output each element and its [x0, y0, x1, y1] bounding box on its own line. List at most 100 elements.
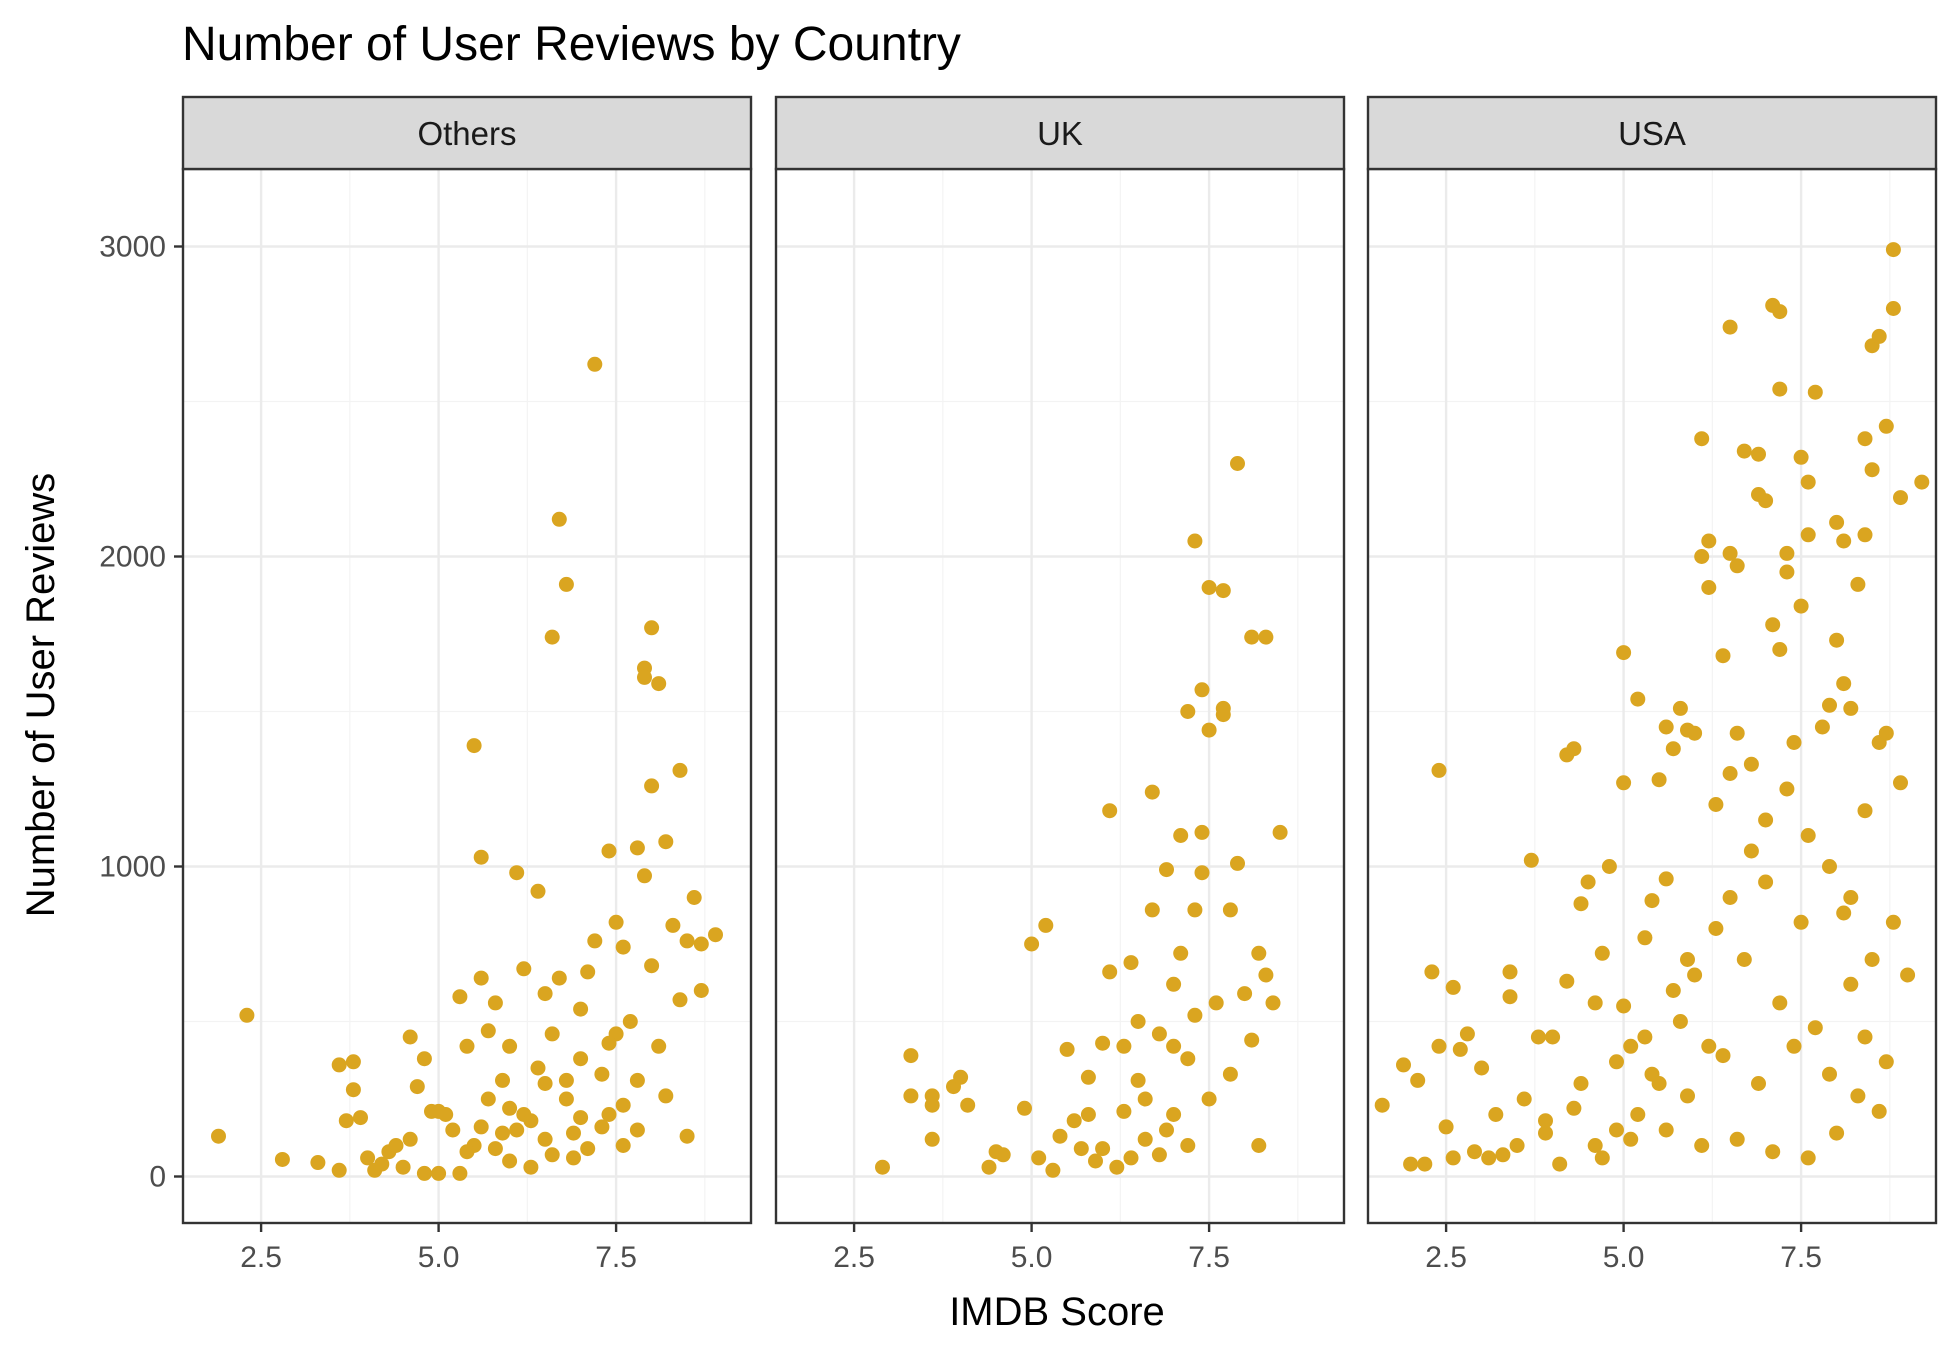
- data-point: [580, 1141, 596, 1157]
- data-point: [1743, 756, 1759, 772]
- data-point: [1523, 852, 1539, 868]
- data-point: [1885, 242, 1901, 258]
- data-point: [1843, 890, 1859, 905]
- data-point: [459, 1038, 475, 1054]
- scatter-points-uk: [875, 456, 1288, 1178]
- data-point: [1680, 952, 1695, 967]
- data-point: [544, 1026, 560, 1042]
- data-point: [686, 890, 702, 905]
- data-point: [1587, 995, 1603, 1011]
- data-point: [1822, 859, 1837, 874]
- data-point: [558, 1091, 574, 1107]
- data-point: [331, 1162, 347, 1178]
- data-point: [1102, 964, 1118, 980]
- data-point: [502, 1038, 518, 1054]
- data-point: [1059, 1041, 1075, 1057]
- data-point: [1445, 979, 1461, 995]
- data-point: [1829, 632, 1845, 648]
- data-point: [679, 1128, 695, 1144]
- data-point: [1843, 700, 1859, 716]
- data-point: [1587, 1138, 1603, 1153]
- data-point: [566, 1125, 581, 1141]
- data-point: [1459, 1026, 1475, 1042]
- data-point: [573, 1051, 589, 1067]
- data-point: [1137, 1091, 1153, 1107]
- data-point: [480, 1091, 496, 1107]
- data-point: [615, 1097, 631, 1113]
- data-point: [1687, 725, 1703, 741]
- data-point: [629, 1072, 645, 1088]
- data-point: [345, 1054, 361, 1070]
- data-point: [615, 1138, 631, 1153]
- data-point: [239, 1007, 255, 1023]
- data-point: [1095, 1141, 1111, 1157]
- data-point: [1396, 1057, 1411, 1073]
- data-point: [1180, 1138, 1196, 1153]
- data-point: [629, 840, 645, 856]
- data-point: [1850, 576, 1866, 592]
- data-point: [544, 1147, 560, 1163]
- facet-strip-label: Others: [417, 115, 516, 152]
- x-tick-label: 7.5: [1780, 1241, 1822, 1274]
- data-point: [1729, 1131, 1745, 1147]
- data-point: [1736, 952, 1752, 967]
- data-point: [1474, 1060, 1490, 1076]
- data-point: [310, 1155, 326, 1171]
- data-point: [1871, 1103, 1887, 1119]
- data-point: [1722, 766, 1738, 781]
- data-point: [1403, 1156, 1419, 1172]
- data-point: [587, 933, 603, 949]
- data-point: [1665, 983, 1681, 998]
- data-point: [1623, 1038, 1639, 1054]
- data-point: [1222, 1066, 1238, 1082]
- data-point: [708, 927, 723, 943]
- data-point: [1545, 1029, 1561, 1045]
- data-point: [1743, 843, 1759, 859]
- data-point: [601, 1107, 617, 1122]
- data-point: [1758, 493, 1774, 509]
- data-point: [1052, 1128, 1068, 1144]
- data-point: [875, 1159, 890, 1175]
- data-point: [1215, 583, 1231, 599]
- data-point: [1729, 725, 1745, 741]
- data-point: [1616, 998, 1632, 1014]
- data-point: [924, 1131, 940, 1147]
- data-point: [1665, 741, 1681, 757]
- data-point: [1658, 719, 1674, 735]
- data-point: [1488, 1107, 1504, 1122]
- data-point: [473, 1119, 489, 1135]
- data-point: [1864, 462, 1880, 478]
- data-point: [601, 1035, 617, 1051]
- data-point: [1807, 1020, 1823, 1036]
- data-point: [651, 1038, 667, 1054]
- data-point: [1857, 1029, 1873, 1045]
- data-point: [558, 576, 574, 592]
- data-point: [1722, 319, 1738, 335]
- data-point: [1222, 902, 1238, 918]
- data-point: [551, 511, 567, 527]
- data-point: [1481, 1150, 1497, 1166]
- data-point: [1878, 725, 1894, 741]
- data-point: [1445, 1150, 1461, 1166]
- panel-background: [1368, 169, 1936, 1223]
- data-point: [953, 1069, 969, 1085]
- data-point: [1857, 431, 1873, 447]
- scatter-points-others: [211, 356, 723, 1181]
- data-point: [1272, 824, 1288, 840]
- data-point: [1914, 474, 1930, 490]
- data-point: [1900, 967, 1916, 983]
- data-point: [1180, 1051, 1196, 1067]
- x-tick-label: 2.5: [833, 1241, 875, 1274]
- data-point: [1644, 1066, 1660, 1082]
- data-point: [558, 1072, 574, 1088]
- data-point: [1559, 973, 1575, 989]
- x-tick-label: 7.5: [1188, 1241, 1230, 1274]
- data-point: [1616, 645, 1632, 661]
- data-point: [1201, 580, 1217, 595]
- data-point: [1452, 1041, 1468, 1057]
- data-point: [1694, 431, 1710, 447]
- data-point: [1187, 902, 1203, 918]
- data-point: [544, 629, 560, 645]
- data-point: [1530, 1029, 1546, 1045]
- data-point: [1878, 418, 1894, 434]
